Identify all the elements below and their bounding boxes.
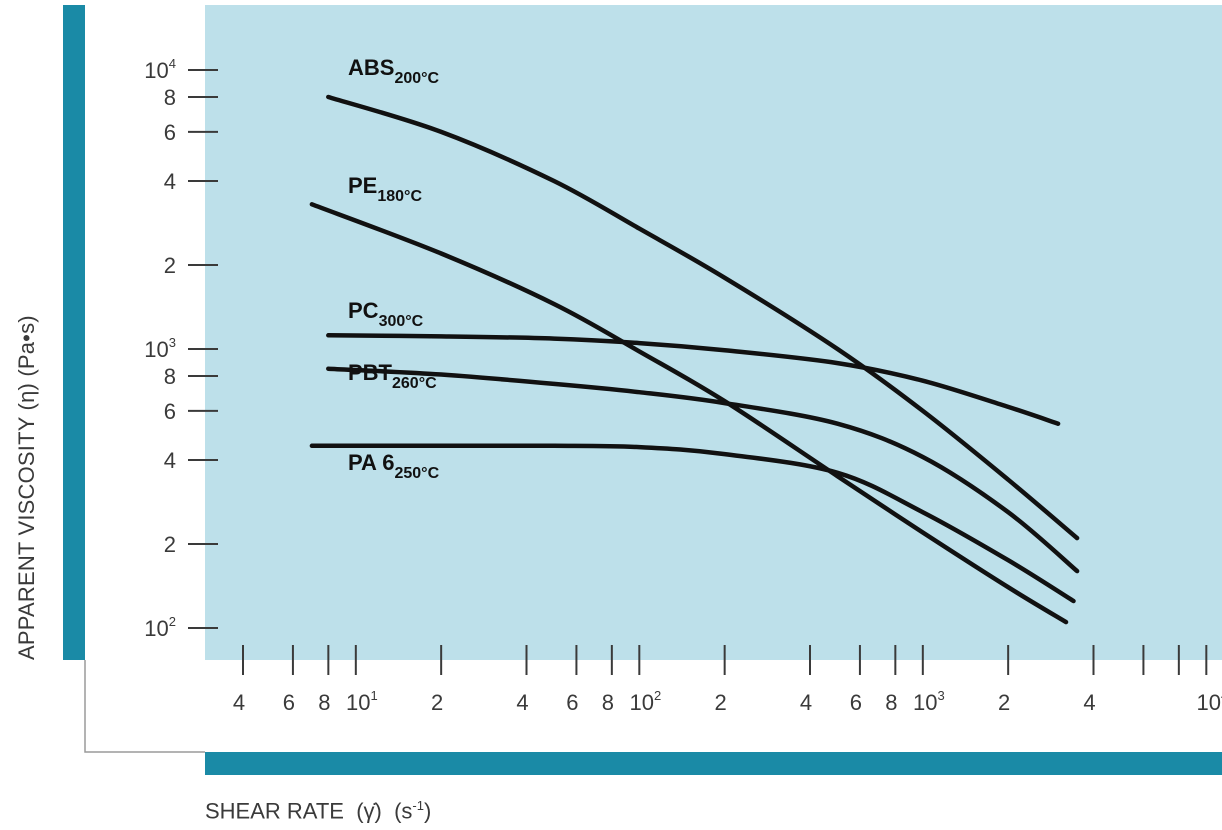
y-tick-label: 6 bbox=[164, 399, 176, 424]
y-tick-label: 6 bbox=[164, 120, 176, 145]
x-tick-label: 8 bbox=[602, 690, 614, 715]
y-tick-label: 4 bbox=[164, 448, 176, 473]
x-tick-label: 101 bbox=[346, 688, 378, 715]
y-tick-label: 2 bbox=[164, 532, 176, 557]
y-tick-label: 103 bbox=[144, 335, 176, 362]
x-tick-exponent: 3 bbox=[937, 688, 944, 703]
x-axis-title-symbol: (γ̇) bbox=[356, 798, 382, 823]
x-tick-label: 2 bbox=[431, 690, 443, 715]
axes-frame-line bbox=[85, 660, 205, 752]
series-label-temperature: 200°C bbox=[394, 70, 439, 87]
y-tick-label: 104 bbox=[144, 56, 176, 83]
x-axis-title-unit-exp: -1 bbox=[412, 798, 424, 813]
series-label-temperature: 300°C bbox=[379, 313, 424, 330]
x-tick-label: 2 bbox=[998, 690, 1010, 715]
x-tick-label: 6 bbox=[566, 690, 578, 715]
x-tick-label: 6 bbox=[283, 690, 295, 715]
x-tick-exponent: 2 bbox=[654, 688, 661, 703]
left-teal-bar bbox=[63, 5, 85, 660]
x-axis-title-unit-close: ) bbox=[424, 798, 431, 823]
x-tick-label: 8 bbox=[318, 690, 330, 715]
x-tick-label: 102 bbox=[629, 688, 661, 715]
y-tick-exponent: 3 bbox=[169, 335, 176, 350]
x-tick-label: 103 bbox=[913, 688, 945, 715]
x-tick-label: 104 bbox=[1196, 688, 1222, 715]
series-label-temperature: 260°C bbox=[392, 375, 437, 392]
bottom-teal-bar bbox=[205, 752, 1222, 775]
y-axis-title: APPARENT VISCOSITY (η) (Pa•s) bbox=[14, 315, 40, 660]
y-tick-label: 102 bbox=[144, 614, 176, 641]
x-axis-title-unit: (s bbox=[394, 798, 412, 823]
x-tick-label: 8 bbox=[885, 690, 897, 715]
y-tick-label: 8 bbox=[164, 85, 176, 110]
y-tick-exponent: 2 bbox=[169, 614, 176, 629]
x-axis-title: SHEAR RATE (γ̇) (s-1) bbox=[205, 798, 431, 824]
series-label-temperature: 250°C bbox=[394, 465, 439, 482]
x-tick-label: 2 bbox=[715, 690, 727, 715]
x-tick-label: 4 bbox=[516, 690, 528, 715]
x-tick-exponent: 1 bbox=[370, 688, 377, 703]
y-tick-label: 8 bbox=[164, 364, 176, 389]
x-tick-label: 4 bbox=[1083, 690, 1095, 715]
y-tick-label: 4 bbox=[164, 169, 176, 194]
x-tick-label: 4 bbox=[233, 690, 245, 715]
x-tick-label: 6 bbox=[850, 690, 862, 715]
y-tick-exponent: 4 bbox=[169, 56, 176, 71]
x-axis-title-main: SHEAR RATE bbox=[205, 798, 344, 823]
x-tick-label: 4 bbox=[800, 690, 812, 715]
series-label-temperature: 180°C bbox=[377, 188, 422, 205]
y-tick-label: 2 bbox=[164, 253, 176, 278]
